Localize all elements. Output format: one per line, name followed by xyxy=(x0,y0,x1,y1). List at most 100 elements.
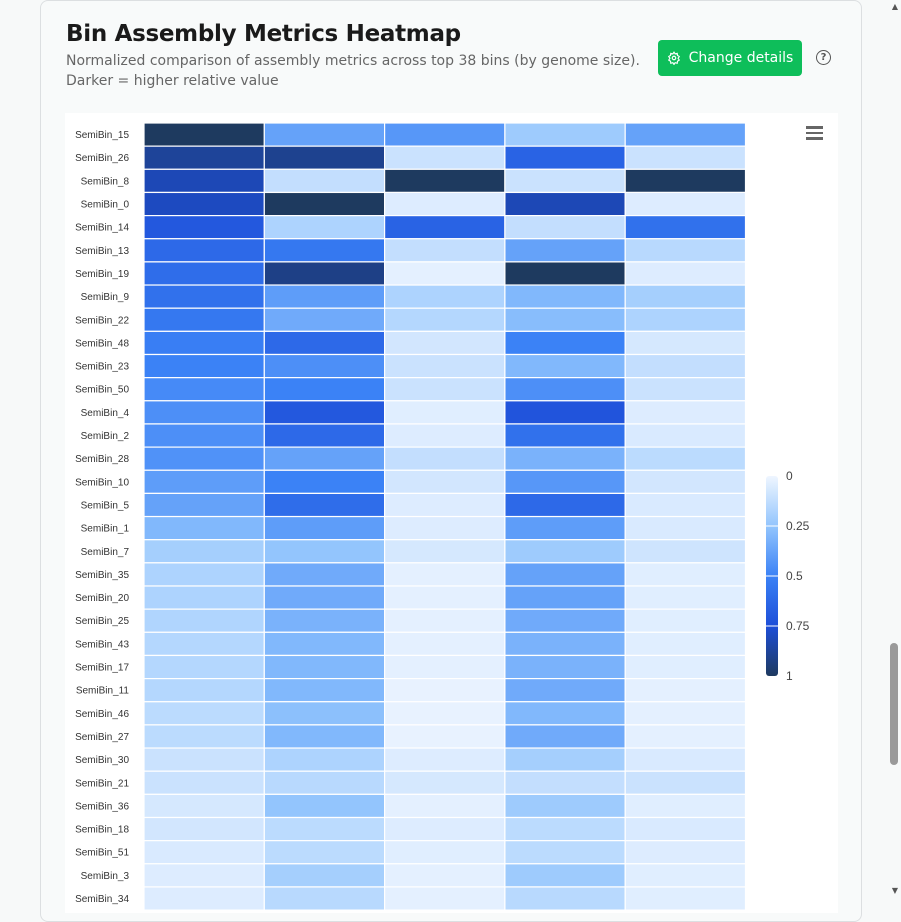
heatmap-cell[interactable] xyxy=(624,631,747,657)
heatmap-cell[interactable] xyxy=(143,585,265,610)
heatmap-cell[interactable] xyxy=(143,492,265,518)
heatmap-cell[interactable] xyxy=(384,840,506,865)
heatmap-cell[interactable] xyxy=(263,330,386,356)
heatmap-cell[interactable] xyxy=(263,562,386,587)
heatmap-cell[interactable] xyxy=(143,168,265,194)
heatmap-cell[interactable] xyxy=(504,863,626,888)
heatmap-cell[interactable] xyxy=(384,168,506,194)
heatmap-cell[interactable] xyxy=(504,400,626,425)
heatmap-cell[interactable] xyxy=(624,515,747,541)
heatmap-cell[interactable] xyxy=(504,515,626,541)
heatmap-cell[interactable] xyxy=(624,446,747,471)
heatmap-cell[interactable] xyxy=(384,863,506,888)
heatmap-cell[interactable] xyxy=(263,353,386,379)
heatmap-cell[interactable] xyxy=(504,122,626,147)
heatmap-cell[interactable] xyxy=(263,469,386,494)
heatmap-cell[interactable] xyxy=(143,284,265,309)
heatmap-cell[interactable] xyxy=(504,492,626,518)
heatmap-cell[interactable] xyxy=(504,261,626,286)
heatmap-cell[interactable] xyxy=(143,886,265,911)
hamburger-menu-icon[interactable] xyxy=(806,126,823,143)
heatmap-cell[interactable] xyxy=(143,261,265,286)
heatmap-cell[interactable] xyxy=(504,816,626,842)
heatmap-cell[interactable] xyxy=(143,214,265,240)
heatmap-cell[interactable] xyxy=(263,238,386,263)
heatmap-cell[interactable] xyxy=(504,423,626,448)
heatmap-cell[interactable] xyxy=(263,307,386,332)
heatmap-cell[interactable] xyxy=(384,261,506,286)
question-circle-icon[interactable]: ? xyxy=(816,50,831,65)
heatmap-cell[interactable] xyxy=(384,330,506,356)
heatmap-cell[interactable] xyxy=(143,353,265,379)
heatmap-cell[interactable] xyxy=(143,816,265,842)
heatmap-cell[interactable] xyxy=(384,562,506,587)
heatmap-cell[interactable] xyxy=(263,122,386,147)
heatmap-cell[interactable] xyxy=(504,307,626,332)
heatmap-cell[interactable] xyxy=(504,608,626,633)
heatmap-cell[interactable] xyxy=(384,446,506,471)
heatmap-cell[interactable] xyxy=(263,631,386,657)
heatmap-cell[interactable] xyxy=(143,446,265,471)
heatmap-cell[interactable] xyxy=(624,214,747,240)
heatmap-cell[interactable] xyxy=(504,191,626,217)
heatmap-cell[interactable] xyxy=(504,539,626,564)
heatmap-cell[interactable] xyxy=(143,330,265,356)
heatmap-cell[interactable] xyxy=(384,238,506,263)
heatmap-cell[interactable] xyxy=(504,701,626,726)
heatmap-cell[interactable] xyxy=(624,400,747,425)
heatmap-cell[interactable] xyxy=(624,886,747,911)
heatmap-cell[interactable] xyxy=(384,191,506,217)
heatmap-cell[interactable] xyxy=(384,793,506,819)
heatmap-cell[interactable] xyxy=(504,793,626,819)
heatmap-cell[interactable] xyxy=(384,747,506,772)
heatmap-cell[interactable] xyxy=(624,423,747,448)
heatmap-cell[interactable] xyxy=(504,654,626,680)
heatmap-cell[interactable] xyxy=(143,608,265,633)
heatmap-cell[interactable] xyxy=(263,863,386,888)
heatmap-cell[interactable] xyxy=(504,214,626,240)
heatmap-cell[interactable] xyxy=(504,770,626,795)
heatmap-cell[interactable] xyxy=(263,214,386,240)
heatmap-cell[interactable] xyxy=(263,747,386,772)
heatmap-cell[interactable] xyxy=(504,677,626,703)
heatmap-cell[interactable] xyxy=(143,840,265,865)
heatmap-cell[interactable] xyxy=(384,122,506,147)
heatmap-cell[interactable] xyxy=(143,191,265,217)
heatmap-cell[interactable] xyxy=(143,539,265,564)
heatmap-cell[interactable] xyxy=(263,840,386,865)
heatmap-cell[interactable] xyxy=(143,793,265,819)
heatmap-cell[interactable] xyxy=(143,562,265,587)
heatmap-cell[interactable] xyxy=(624,307,747,332)
heatmap-cell[interactable] xyxy=(384,724,506,749)
heatmap-cell[interactable] xyxy=(504,353,626,379)
heatmap-cell[interactable] xyxy=(624,122,747,147)
heatmap-cell[interactable] xyxy=(624,585,747,610)
heatmap-cell[interactable] xyxy=(263,816,386,842)
heatmap-cell[interactable] xyxy=(263,145,386,170)
heatmap-cell[interactable] xyxy=(143,677,265,703)
heatmap-cell[interactable] xyxy=(263,423,386,448)
heatmap-cell[interactable] xyxy=(143,469,265,494)
heatmap-cell[interactable] xyxy=(504,469,626,494)
heatmap-cell[interactable] xyxy=(624,330,747,356)
heatmap-cell[interactable] xyxy=(384,654,506,680)
heatmap-cell[interactable] xyxy=(504,168,626,194)
heatmap-cell[interactable] xyxy=(384,608,506,633)
heatmap-cell[interactable] xyxy=(624,539,747,564)
heatmap-cell[interactable] xyxy=(624,191,747,217)
heatmap-cell[interactable] xyxy=(504,724,626,749)
heatmap-cell[interactable] xyxy=(384,469,506,494)
heatmap-cell[interactable] xyxy=(143,307,265,332)
heatmap-cell[interactable] xyxy=(143,423,265,448)
heatmap-cell[interactable] xyxy=(624,793,747,819)
heatmap-cell[interactable] xyxy=(624,353,747,379)
heatmap-cell[interactable] xyxy=(263,168,386,194)
heatmap-cell[interactable] xyxy=(384,886,506,911)
heatmap-cell[interactable] xyxy=(263,770,386,795)
heatmap-cell[interactable] xyxy=(504,330,626,356)
heatmap-cell[interactable] xyxy=(263,886,386,911)
heatmap-cell[interactable] xyxy=(263,446,386,471)
heatmap-cell[interactable] xyxy=(384,214,506,240)
heatmap-cell[interactable] xyxy=(624,562,747,587)
heatmap-cell[interactable] xyxy=(504,585,626,610)
